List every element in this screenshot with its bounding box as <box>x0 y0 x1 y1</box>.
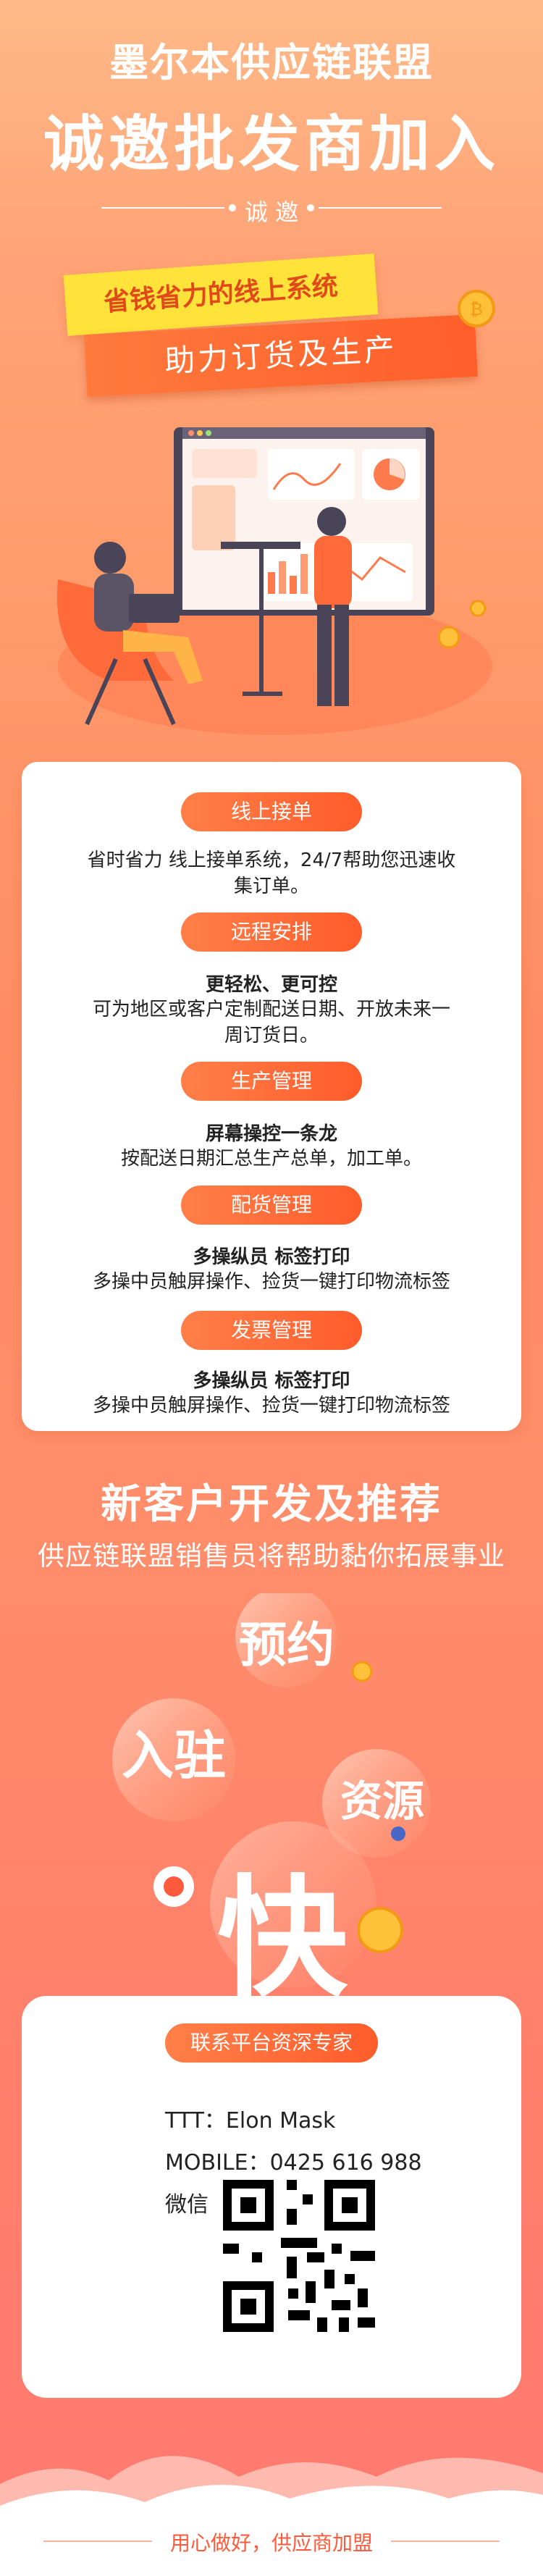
feature-body: 多操中员触屏操作、捡货一键打印物流标签 <box>92 1395 450 1417</box>
office-illustration <box>56 427 492 735</box>
promo-subtitle: 供应链联盟销售员将帮助黏你拓展事业 <box>38 1540 505 1572</box>
pill-remote-scheduling: 远程安排 <box>181 912 362 952</box>
coin-icon: ₿ <box>458 290 495 327</box>
page-subtitle: 诚邀批发商加入 <box>43 109 500 180</box>
footer-slogan: 用心做好，供应商加盟 <box>169 2531 373 2555</box>
invite-divider: 诚 邀 <box>101 190 442 226</box>
feature-title: 多操纵员 标签打印 <box>193 1370 350 1392</box>
feature-body: 多操中员触屏操作、捡货一键打印物流标签 <box>92 1271 450 1293</box>
page-title: 墨尔本供应链联盟 <box>109 40 434 85</box>
bubble-label: 资源 <box>340 1776 425 1826</box>
bubble-label: 入驻 <box>122 1725 227 1786</box>
pill-distribution-management: 配货管理 <box>181 1186 362 1225</box>
contact-card: 联系平台资深专家 TTT：Elon Mask MOBILE：0425 616 9… <box>22 1996 521 2398</box>
pill-invoice-management: 发票管理 <box>181 1311 362 1350</box>
bubble-label: 预约 <box>239 1617 334 1673</box>
wechat-qr-code[interactable] <box>223 2180 375 2332</box>
promo-bubbles: 预约 入驻 资源 快 <box>0 1593 543 2015</box>
pill-production-management: 生产管理 <box>181 1062 362 1101</box>
svg-text:₿: ₿ <box>470 299 483 319</box>
pill-online-orders: 线上接单 <box>181 792 362 831</box>
footer-divider-right <box>391 2541 500 2542</box>
footer-divider-left <box>43 2541 152 2542</box>
footer-waves <box>0 2456 543 2576</box>
bubble-label: 快 <box>217 1863 348 2015</box>
contact-ttt: TTT：Elon Mask <box>165 2108 336 2134</box>
feature-title: 更轻松、更可控 <box>205 974 337 996</box>
feature-card: 线上接单 省时省力 线上接单系统，24/7帮助您迅速收 集订单。 远程安排 更轻松… <box>22 762 521 1431</box>
wechat-label: 微信 <box>165 2192 209 2218</box>
feature-body: 按配送日期汇总生产总单，加工单。 <box>120 1148 422 1170</box>
feature-body: 省时省力 线上接单系统，24/7帮助您迅速收 集订单。 <box>87 849 456 897</box>
feature-title: 多操纵员 标签打印 <box>193 1246 350 1268</box>
feature-body: 可为地区或客户定制配送日期、开放未来一 周订货日。 <box>92 999 450 1046</box>
contact-pill: 联系平台资深专家 <box>165 2023 378 2063</box>
feature-title: 屏幕操控一条龙 <box>205 1123 337 1145</box>
bubble-shapes <box>112 1593 431 1988</box>
contact-mobile: MOBILE：0425 616 988 <box>165 2150 422 2176</box>
promo-title: 新客户开发及推荐 <box>101 1481 442 1528</box>
invite-text: 诚 邀 <box>244 198 299 226</box>
